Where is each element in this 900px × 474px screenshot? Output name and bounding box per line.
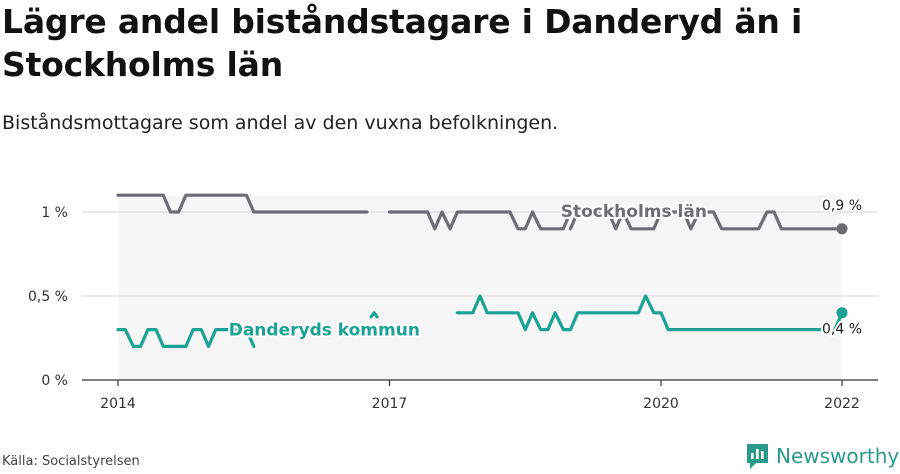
series-line-segment (455, 294, 829, 332)
brand-logo[interactable]: Newsworthy (745, 442, 899, 470)
source-note: Källa: Socialstyrelsen (2, 454, 140, 469)
y-tick-label: 0 % (41, 373, 68, 389)
plot-background (118, 195, 842, 380)
brand-name: Newsworthy (776, 444, 900, 468)
y-tick-label: 1 % (41, 205, 68, 221)
y-tick-label: 0,5 % (28, 289, 68, 305)
series-line-segment (116, 193, 369, 214)
page-title: Lägre andel biståndstagare i Danderyd än… (2, 2, 803, 84)
x-tick-label: 2017 (372, 396, 408, 412)
x-tick-label: 2020 (643, 396, 679, 412)
end-label-danderyd-halo: 0,4 % (822, 322, 862, 338)
series-line-segment (568, 210, 844, 231)
series-label-stockholm-halo: Stockholms län (561, 202, 707, 222)
series-line-segment (387, 210, 573, 231)
series-lines (116, 193, 848, 348)
end-label-stockholm-halo: 0,9 % (822, 198, 862, 214)
newsworthy-logo-icon (747, 444, 768, 469)
series-line-segment (369, 311, 379, 319)
series-label-danderyd-halo: Danderyds kommun (229, 321, 420, 341)
series-label-danderyd: Danderyds kommun (229, 321, 420, 341)
end-label-stockholm: 0,9 % (822, 198, 862, 214)
chart-subtitle: Biståndsmottagare som andel av den vuxna… (2, 112, 559, 134)
x-tick-label: 2022 (824, 396, 860, 412)
series-line-segment (116, 328, 256, 348)
end-label-danderyd: 0,4 % (822, 322, 862, 338)
y-axis-ticks: 0 % 0,5 % 1 % (28, 205, 68, 389)
series-danderyd (116, 294, 848, 348)
series-end-point (836, 307, 848, 319)
series-stockholm (116, 193, 848, 235)
x-tick-label: 2014 (100, 396, 136, 412)
x-axis-ticks: 2014 2017 2020 2022 (100, 380, 860, 412)
series-label-stockholm: Stockholms län (561, 202, 707, 222)
series-end-point (836, 223, 848, 235)
